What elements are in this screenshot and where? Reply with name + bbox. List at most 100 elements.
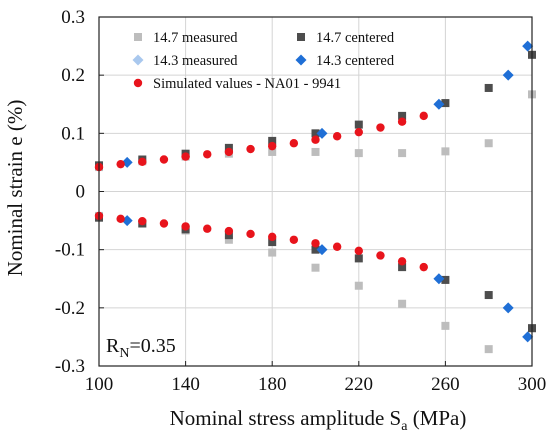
data-point-14-7-measured [441,147,450,156]
legend-marker [132,54,144,66]
legend-label: 14.7 measured [153,30,238,46]
y-axis-title: Nominal strain e (%) [3,100,27,277]
data-point-simulated-values-na01-9941 [268,232,277,242]
x-tick-label: 260 [431,374,460,395]
data-point-14-7-centered [398,111,407,120]
data-point-14-7-centered [311,245,320,254]
data-point-14-3-centered [522,40,534,52]
data-point-simulated-values-na01-9941 [289,139,299,148]
y-tick-label: 0.1 [61,123,85,144]
y-axis-ticks: 0.3 0.2 0.1 0 -0.1 -0.2 -0.3 [55,7,104,377]
data-point-14-7-centered [484,291,493,300]
data-point-14-7-measured [268,248,277,257]
legend-label: Simulated values - NA01 - 9941 [153,76,341,92]
x-axis-title: Nominal stress amplitude Sa (MPa) [170,406,467,434]
data-point-simulated-values-na01-9941 [376,251,385,260]
legend-marker [134,33,142,41]
data-point-simulated-values-na01-9941 [332,242,342,251]
data-point-14-7-centered [268,238,277,247]
data-point-simulated-values-na01-9941 [397,117,407,126]
data-point-simulated-values-na01-9941 [332,132,342,141]
legend-marker [295,54,307,66]
data-point-14-3-centered [433,98,445,110]
data-point-simulated-values-na01-9941 [203,150,212,159]
data-point-14-7-centered [398,263,407,272]
x-tick-label: 300 [518,374,547,395]
series-simulated-values-na01-9941 [94,111,428,272]
data-point-simulated-values-na01-9941 [268,141,277,151]
data-point-simulated-values-na01-9941 [289,235,299,244]
data-point-14-3-centered [316,127,328,139]
y-tick-label: -0.3 [55,356,85,377]
legend-label: 14.3 measured [153,53,238,69]
series-14-3-centered [121,40,534,343]
data-point-14-7-centered [484,83,493,92]
legend-label: 14.7 centered [316,30,395,46]
data-point-simulated-values-na01-9941 [246,144,255,154]
data-point-simulated-values-na01-9941 [159,155,169,164]
data-point-simulated-values-na01-9941 [159,219,169,228]
data-point-simulated-values-na01-9941 [354,246,363,256]
x-tick-label: 220 [345,374,374,395]
data-point-14-7-measured [484,345,493,354]
legend-entry-14-7-centered: 14.7 centered [297,30,395,46]
data-point-14-7-measured [398,149,407,158]
y-tick-label: -0.2 [55,298,85,319]
x-tick-label: 140 [171,374,200,395]
x-tick-label: 180 [258,374,287,395]
x-axis-ticks: 100 140 180 220 260 300 [85,361,547,395]
data-point-simulated-values-na01-9941 [203,224,212,233]
data-point-14-7-measured [311,147,320,156]
legend-entry-14-3-measured: 14.3 measured [132,53,238,69]
data-point-14-7-centered [354,120,363,129]
y-tick-label: -0.1 [55,240,85,261]
data-point-simulated-values-na01-9941 [419,262,428,272]
data-series [94,40,536,354]
data-point-simulated-values-na01-9941 [138,216,147,226]
legend-marker [133,78,143,88]
data-point-14-7-centered [268,136,277,145]
data-point-14-3-centered [522,331,534,343]
x-tick-label: 100 [85,374,114,395]
data-point-14-7-centered [311,129,320,138]
data-point-14-7-measured [398,299,407,308]
data-point-simulated-values-na01-9941 [311,135,320,144]
data-point-simulated-values-na01-9941 [224,226,234,236]
legend-entry-14-3-centered: 14.3 centered [295,53,395,69]
data-point-simulated-values-na01-9941 [181,152,190,161]
legend-entry-14-7-measured: 14.7 measured [134,30,238,46]
rn-annotation: RN=0.35 [106,335,176,361]
data-point-simulated-values-na01-9941 [354,127,363,137]
data-point-14-7-measured [268,147,277,156]
data-point-simulated-values-na01-9941 [116,214,125,224]
grid-lines [98,16,533,367]
data-point-simulated-values-na01-9941 [376,123,385,132]
data-point-14-7-centered [441,99,450,108]
data-point-14-7-centered [354,254,363,263]
data-point-14-3-centered [316,244,328,256]
data-point-14-3-centered [433,273,445,285]
legend: 14.7 measured 14.7 centered 14.3 measured 1… [132,30,395,92]
data-point-14-3-centered [502,302,514,314]
data-point-14-7-measured [354,281,363,290]
data-point-simulated-values-na01-9941 [138,157,147,167]
data-point-simulated-values-na01-9941 [116,159,125,169]
y-tick-label: 0.2 [61,65,85,86]
legend-entry-simulated-values-na01-9941: Simulated values - NA01 - 9941 [133,76,341,92]
data-point-14-7-measured [354,149,363,158]
data-point-14-7-measured [441,321,450,330]
data-point-14-3-centered [502,69,514,81]
data-point-simulated-values-na01-9941 [419,111,428,121]
legend-marker [297,33,305,41]
data-point-simulated-values-na01-9941 [397,257,407,266]
data-point-14-7-measured [484,139,493,148]
data-point-14-7-centered [441,275,450,284]
data-point-simulated-values-na01-9941 [224,147,234,157]
y-tick-label: 0 [76,182,86,203]
data-point-simulated-values-na01-9941 [181,222,190,231]
data-point-14-7-measured [311,263,320,272]
legend-label: 14.3 centered [316,53,395,69]
data-point-14-7-measured [224,235,233,244]
data-point-simulated-values-na01-9941 [311,239,320,248]
